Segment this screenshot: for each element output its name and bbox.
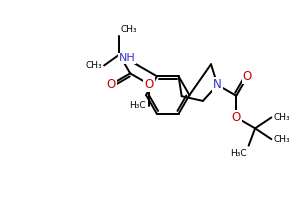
Text: CH₃: CH₃ (85, 61, 102, 70)
Text: O: O (232, 111, 241, 124)
Text: CH₃: CH₃ (273, 135, 290, 144)
Text: H₃C: H₃C (230, 149, 247, 158)
Text: O: O (144, 78, 154, 91)
Text: N: N (213, 78, 222, 91)
Text: CH₃: CH₃ (120, 25, 137, 34)
Text: O: O (242, 70, 252, 83)
Text: CH₃: CH₃ (273, 113, 290, 122)
Text: NH: NH (118, 53, 135, 63)
Text: O: O (107, 78, 116, 91)
Text: H₃C: H₃C (129, 101, 146, 110)
